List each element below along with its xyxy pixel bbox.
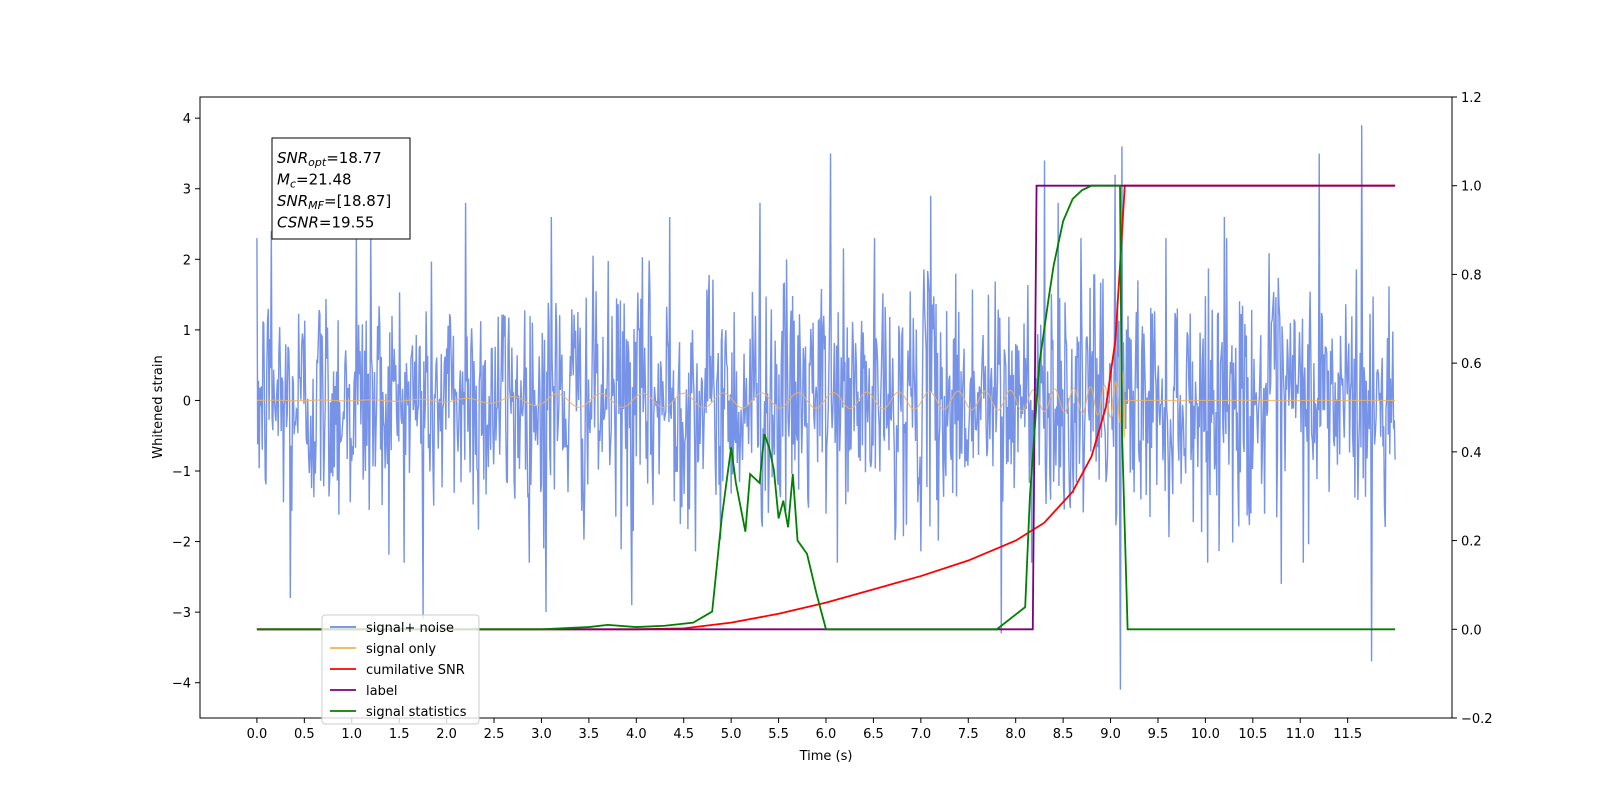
x-tick-label: 0.0 (247, 727, 268, 742)
x-tick-label: 2.5 (484, 727, 505, 742)
y-right-tick-label: 1.0 (1461, 180, 1482, 195)
y-left-tick-label: 3 (183, 183, 191, 198)
y-left-tick-label: −3 (172, 606, 191, 621)
y-axis-left: 4 3 2 1 0 −1 −2 −3 −4 (172, 112, 200, 692)
y-right-tick-label: 0.0 (1461, 623, 1482, 638)
legend-label: cumilative SNR (366, 663, 465, 678)
x-tick-label: 6.0 (816, 727, 837, 742)
annotation-line: Mc=21.48 (277, 171, 352, 191)
x-tick-label: 7.5 (958, 727, 979, 742)
y-left-tick-label: 4 (183, 112, 191, 127)
y-right-tick-label: 1.2 (1461, 91, 1482, 106)
legend-label: signal statistics (366, 705, 467, 720)
y-right-tick-label: 0.4 (1461, 446, 1482, 461)
y-left-tick-label: 1 (183, 324, 191, 339)
y-axis-label: Whitened strain (151, 355, 166, 458)
annotation-line: SNRopt=18.77 (277, 149, 382, 169)
x-tick-label: 1.5 (389, 727, 410, 742)
x-tick-label: 5.5 (768, 727, 789, 742)
y-right-tick-label: −0.2 (1461, 712, 1493, 727)
x-tick-label: 8.5 (1053, 727, 1074, 742)
x-tick-label: 11.0 (1286, 727, 1315, 742)
x-tick-label: 11.5 (1333, 727, 1362, 742)
series-signal-only-line (256, 370, 1396, 438)
y-left-tick-label: −2 (172, 536, 191, 551)
series-cumilative-snr-line (256, 184, 1396, 631)
plot-area (256, 125, 1396, 690)
legend-frame (321, 614, 480, 725)
y-left-tick-label: −1 (172, 465, 191, 480)
x-tick-label: 3.0 (531, 727, 552, 742)
legend-label: signal+ noise (366, 621, 454, 636)
x-tick-label: 10.5 (1238, 727, 1267, 742)
x-tick-label: 3.5 (579, 727, 600, 742)
y-right-tick-label: 0.6 (1461, 357, 1482, 372)
x-tick-label: 5.0 (721, 727, 742, 742)
y-left-tick-label: −4 (172, 677, 191, 692)
annotation-line: SNRMF=[18.87] (277, 192, 391, 212)
x-tick-label: 4.0 (626, 727, 647, 742)
y-left-tick-label: 0 (183, 394, 191, 409)
y-axis-right: 1.2 1.0 0.8 0.6 0.4 0.2 0.0 −0.2 (1452, 91, 1493, 727)
series-signal-statistics-line (256, 184, 1396, 631)
x-axis: 0.0 0.5 1.0 1.5 2.0 2.5 3.0 3.5 4.0 4.5 5.0 5.5 6.0 6… (247, 718, 1362, 742)
x-tick-label: 1.0 (341, 727, 362, 742)
legend: signal+ noise signal only cumilative SNR la… (321, 614, 480, 725)
x-tick-label: 10.0 (1191, 727, 1220, 742)
y-right-tick-label: 0.2 (1461, 535, 1482, 550)
y-right-tick-label: 0.8 (1461, 268, 1482, 283)
series-label-line (256, 184, 1396, 631)
x-tick-label: 4.5 (673, 727, 694, 742)
y-left-tick-label: 2 (183, 253, 191, 268)
annotation-line: CSNR=19.55 (277, 214, 374, 232)
x-tick-label: 9.5 (1148, 727, 1169, 742)
legend-label: signal only (366, 642, 436, 657)
x-axis-label: Time (s) (799, 749, 853, 764)
series-signal-noise-line (256, 125, 1396, 690)
x-tick-label: 2.0 (436, 727, 457, 742)
legend-label: label (366, 684, 397, 699)
x-tick-label: 8.0 (1005, 727, 1026, 742)
x-tick-label: 0.5 (294, 727, 315, 742)
annotation-frame (271, 137, 411, 240)
x-tick-label: 7.0 (911, 727, 932, 742)
x-tick-label: 9.0 (1100, 727, 1121, 742)
x-tick-label: 6.5 (863, 727, 884, 742)
